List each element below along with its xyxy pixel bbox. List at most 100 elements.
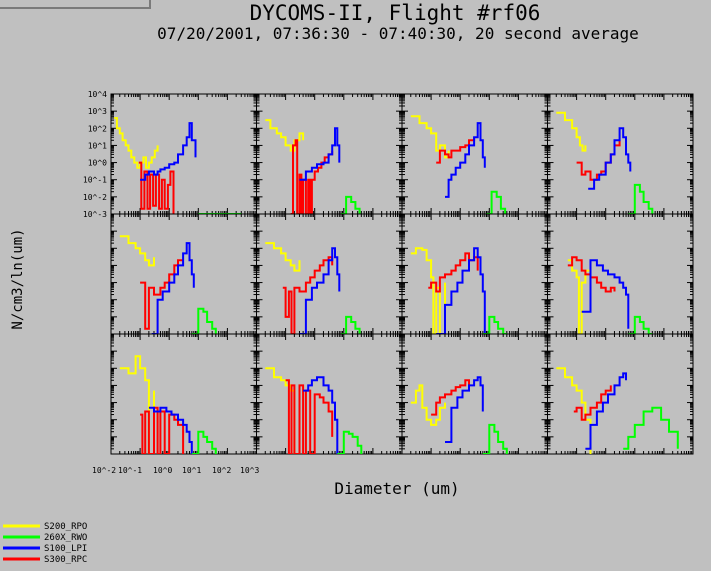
y-axis-label: N/cm3/ln(um): [10, 228, 26, 329]
panel-frame: [110, 213, 257, 335]
series-s300-rpc-line: [290, 139, 334, 214]
panel-7: [401, 213, 548, 335]
panel-3: [401, 93, 548, 215]
series-260x-rwo-line: [337, 430, 363, 454]
series-260x-rwo-line: [482, 315, 507, 334]
series-s100-lpi-line: [585, 372, 627, 450]
y-tick-label: 10^3: [88, 107, 107, 116]
series-260x-rwo-line: [191, 430, 217, 454]
y-tick-label: 10^2: [88, 124, 107, 133]
panel-ticks: [110, 214, 257, 335]
series-s300-rpc-line: [138, 161, 175, 214]
series-s200-rpo-line: [556, 111, 587, 152]
x-axis-label: Diameter (um): [334, 479, 459, 498]
x-tick-label: 10^-1: [118, 466, 142, 475]
series-s100-lpi-line: [140, 122, 197, 181]
series-260x-rwo-line: [628, 315, 653, 334]
chart-subtitle: 07/20/2001, 07:36:30 - 07:40:30, 20 seco…: [157, 24, 639, 43]
series-s100-lpi-line: [445, 122, 486, 198]
series-260x-rwo-line: [486, 190, 507, 214]
legend-item: S100_LPI: [3, 544, 87, 554]
series-s200-rpo-line: [410, 384, 446, 426]
series-s100-lpi-line: [151, 242, 195, 334]
panel-grid: [110, 93, 694, 455]
panel-ticks: [110, 334, 257, 455]
legend-item: 260X_RWO: [3, 533, 87, 543]
panel-frame: [547, 333, 694, 455]
panel-9: [110, 333, 257, 455]
panel-frame: [401, 93, 548, 215]
series-260x-rwo-line: [341, 315, 361, 334]
series-s100-lpi-line: [299, 247, 341, 334]
panel-ticks: [547, 334, 693, 455]
panel-frame: [547, 213, 694, 335]
series-s100-lpi-line: [588, 127, 632, 190]
series-260x-rwo-line: [482, 423, 508, 454]
panel-5: [110, 213, 257, 335]
panel-12: [547, 333, 694, 455]
series-s200-rpo-line: [265, 242, 301, 272]
panel-2: [256, 93, 403, 215]
series-s200-rpo-line: [114, 117, 159, 169]
series-260x-rwo-line: [191, 307, 217, 334]
series-s200-rpo-line: [410, 247, 446, 334]
chart-title: DYCOMS-II, Flight #rf06: [250, 1, 541, 25]
y-tick-label: 10^-3: [83, 210, 107, 219]
panel-6: [256, 213, 403, 335]
x-tick-label: 10^3: [240, 466, 259, 475]
y-tick-label: 10^-1: [83, 176, 107, 185]
panel-ticks: [256, 334, 402, 455]
panel-ticks: [547, 94, 693, 215]
series-s300-rpc-line: [282, 256, 334, 334]
y-tick-label: 10^1: [88, 141, 107, 150]
panel-1: [110, 93, 257, 215]
series-s200-rpo-line: [556, 367, 592, 454]
panel-8: [547, 213, 694, 335]
legend-label: S100_LPI: [44, 544, 87, 554]
menu-corner-frame: [0, 0, 151, 9]
legend-label: S300_RPC: [44, 555, 87, 565]
series-s200-rpo-line: [119, 235, 155, 267]
legend-label: S200_RPO: [44, 522, 87, 532]
series-s300-rpc-line: [140, 259, 184, 330]
panel-frame: [401, 333, 548, 455]
series-s200-rpo-line: [265, 119, 305, 152]
panel-ticks: [401, 94, 548, 215]
y-tick-label: 10^-2: [83, 193, 107, 202]
series-s200-rpo-line: [567, 259, 592, 334]
x-tick-label: 10^-2: [92, 466, 116, 475]
series-260x-rwo-line: [623, 406, 679, 450]
series-s100-lpi-line: [299, 127, 341, 181]
legend-item: S300_RPC: [3, 555, 87, 565]
series-s200-rpo-line: [119, 355, 155, 454]
series-s100-lpi-line: [581, 259, 630, 329]
series-s100-lpi-line: [148, 406, 193, 454]
series-s300-rpc-line: [428, 252, 479, 293]
y-tick-label: 10^4: [88, 90, 107, 99]
panel-ticks: [401, 214, 548, 335]
panel-frame: [547, 93, 694, 215]
panel-ticks: [547, 214, 693, 335]
y-tick-label: 10^0: [88, 159, 107, 168]
series-s100-lpi-line: [303, 376, 339, 454]
legend-item: S200_RPO: [3, 522, 87, 532]
panel-ticks: [401, 334, 548, 455]
x-tick-label: 10^2: [212, 466, 231, 475]
x-tick-labels: 10^-2 10^-1 10^0 10^1 10^2 10^3: [92, 466, 259, 475]
panel-4: [547, 93, 694, 215]
series-s300-rpc-line: [140, 406, 185, 454]
legend-label: 260X_RWO: [44, 533, 87, 543]
series-260x-rwo-line: [341, 195, 361, 214]
series-s300-rpc-line: [431, 379, 470, 416]
x-tick-label: 10^0: [153, 466, 172, 475]
series-s100-lpi-line: [436, 247, 486, 334]
series-s100-lpi-line: [445, 376, 484, 443]
y-tick-labels: 10^4 10^3 10^2 10^1 10^0 10^-1 10^-2 10^-3: [83, 90, 107, 219]
series-s300-rpc-line: [573, 385, 612, 421]
series-260x-rwo-line: [628, 183, 654, 214]
series-s200-rpo-line: [265, 367, 301, 454]
panel-11: [401, 333, 548, 455]
panel-10: [256, 333, 403, 455]
